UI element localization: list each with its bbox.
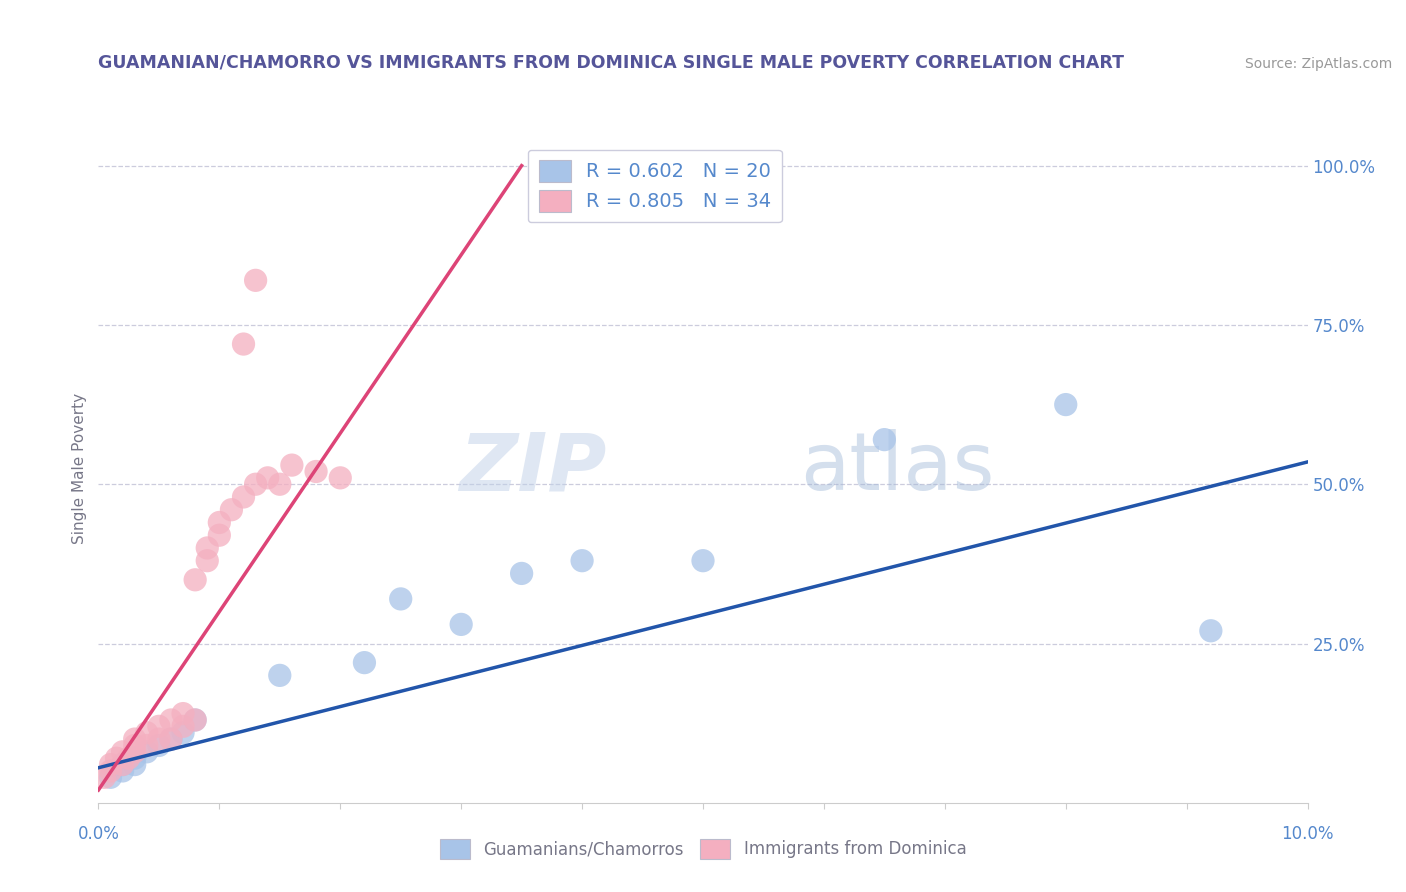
- Point: [195, 541, 218, 555]
- Point: [93, 770, 115, 784]
- Point: [160, 732, 183, 747]
- Point: [124, 739, 146, 753]
- Point: [100, 764, 122, 778]
- Point: [450, 617, 472, 632]
- Point: [256, 471, 278, 485]
- Point: [172, 725, 194, 739]
- Legend: Guamanians/Chamorros, Immigrants from Dominica: Guamanians/Chamorros, Immigrants from Do…: [433, 832, 973, 866]
- Point: [208, 528, 231, 542]
- Point: [135, 739, 157, 753]
- Point: [148, 739, 170, 753]
- Point: [281, 458, 304, 472]
- Point: [305, 465, 328, 479]
- Point: [245, 477, 267, 491]
- Point: [1199, 624, 1222, 638]
- Legend: R = 0.602   N = 20, R = 0.805   N = 34: R = 0.602 N = 20, R = 0.805 N = 34: [527, 150, 782, 222]
- Point: [269, 477, 291, 491]
- Point: [232, 337, 254, 351]
- Point: [571, 554, 593, 568]
- Point: [195, 554, 218, 568]
- Point: [269, 668, 291, 682]
- Point: [135, 725, 157, 739]
- Point: [329, 471, 352, 485]
- Point: [100, 770, 122, 784]
- Point: [353, 656, 375, 670]
- Point: [172, 719, 194, 733]
- Point: [135, 745, 157, 759]
- Point: [118, 751, 141, 765]
- Point: [124, 751, 146, 765]
- Point: [873, 433, 896, 447]
- Point: [510, 566, 533, 581]
- Text: atlas: atlas: [800, 429, 994, 508]
- Point: [100, 757, 122, 772]
- Point: [148, 719, 170, 733]
- Point: [221, 502, 243, 516]
- Point: [389, 591, 412, 606]
- Point: [692, 554, 714, 568]
- Text: GUAMANIAN/CHAMORRO VS IMMIGRANTS FROM DOMINICA SINGLE MALE POVERTY CORRELATION C: GUAMANIAN/CHAMORRO VS IMMIGRANTS FROM DO…: [98, 54, 1125, 71]
- Point: [111, 745, 134, 759]
- Point: [124, 757, 146, 772]
- Point: [111, 757, 134, 772]
- Point: [160, 732, 183, 747]
- Text: ZIP: ZIP: [458, 429, 606, 508]
- Point: [1054, 398, 1077, 412]
- Text: Source: ZipAtlas.com: Source: ZipAtlas.com: [1244, 57, 1392, 71]
- Point: [124, 745, 146, 759]
- Point: [105, 751, 128, 765]
- Point: [245, 273, 267, 287]
- Point: [111, 764, 134, 778]
- Point: [148, 732, 170, 747]
- Text: 10.0%: 10.0%: [1281, 825, 1334, 843]
- Point: [111, 757, 134, 772]
- Point: [208, 516, 231, 530]
- Point: [160, 713, 183, 727]
- Text: 0.0%: 0.0%: [77, 825, 120, 843]
- Point: [184, 713, 207, 727]
- Point: [172, 706, 194, 721]
- Point: [184, 713, 207, 727]
- Point: [232, 490, 254, 504]
- Point: [124, 732, 146, 747]
- Y-axis label: Single Male Poverty: Single Male Poverty: [72, 392, 87, 544]
- Point: [184, 573, 207, 587]
